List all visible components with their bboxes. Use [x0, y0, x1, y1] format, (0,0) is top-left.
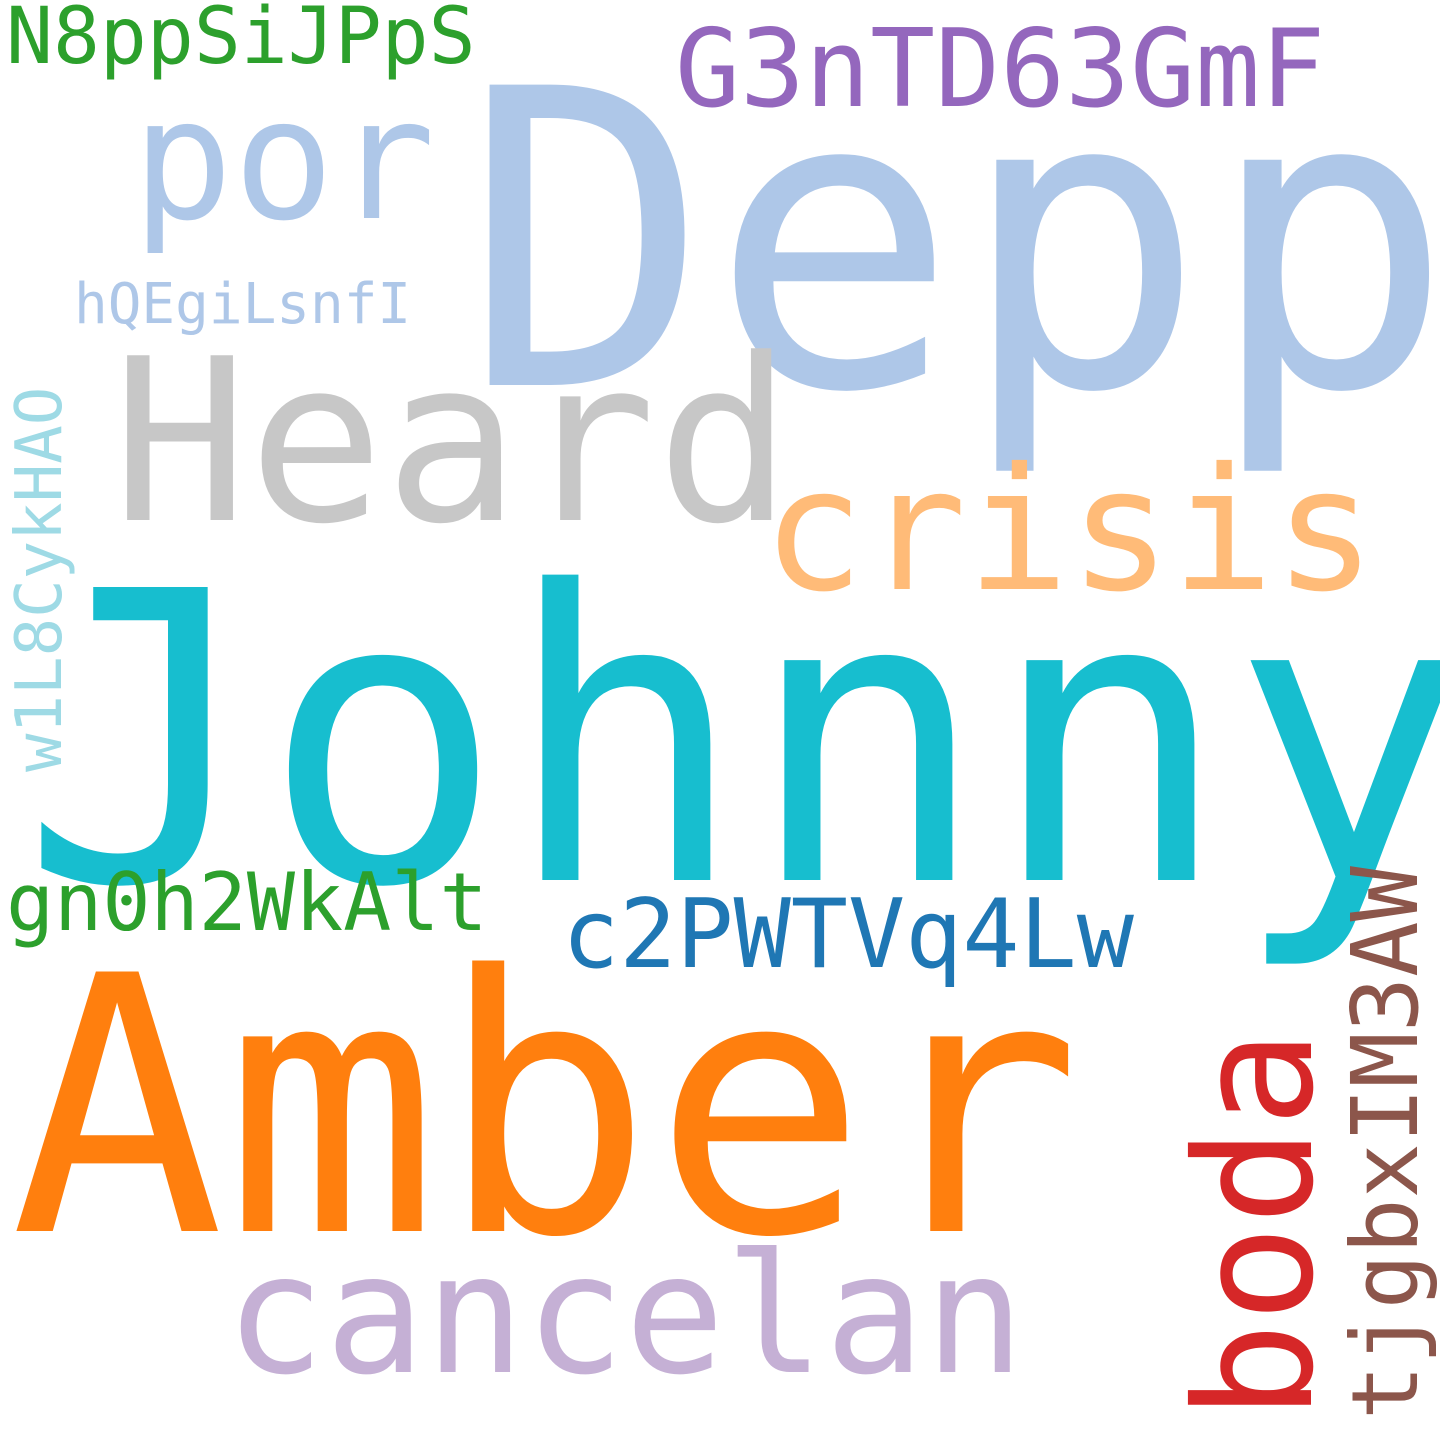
word-depp: Depp [462, 4, 1440, 483]
word-heard: Heard [112, 311, 793, 574]
word-por: por [132, 62, 436, 258]
word-crisis: crisis [762, 432, 1377, 630]
word-n8ppsijpps: N8ppSiJPpS [6, 0, 476, 82]
word-amber: Amber [10, 901, 1082, 1315]
word-gn0h2wkalt: gn0h2WkAlt [6, 856, 488, 949]
word-hqegilsnfi: hQEgiLsnfI [74, 272, 412, 337]
word-tjgbxim3aw: tjgbxIM3AW [1332, 866, 1439, 1420]
word-c2pwtvq4lw: c2PWTVq4Lw [562, 880, 1134, 990]
word-cancelan: cancelan [225, 1219, 1025, 1412]
word-w1l8cykhao: w1L8CykHAO [3, 386, 77, 772]
word-boda: boda [1162, 1029, 1350, 1420]
word-johnny: Johnny [20, 507, 1440, 975]
word-g3ntd63gmf: G3nTD63GmF [675, 7, 1326, 132]
